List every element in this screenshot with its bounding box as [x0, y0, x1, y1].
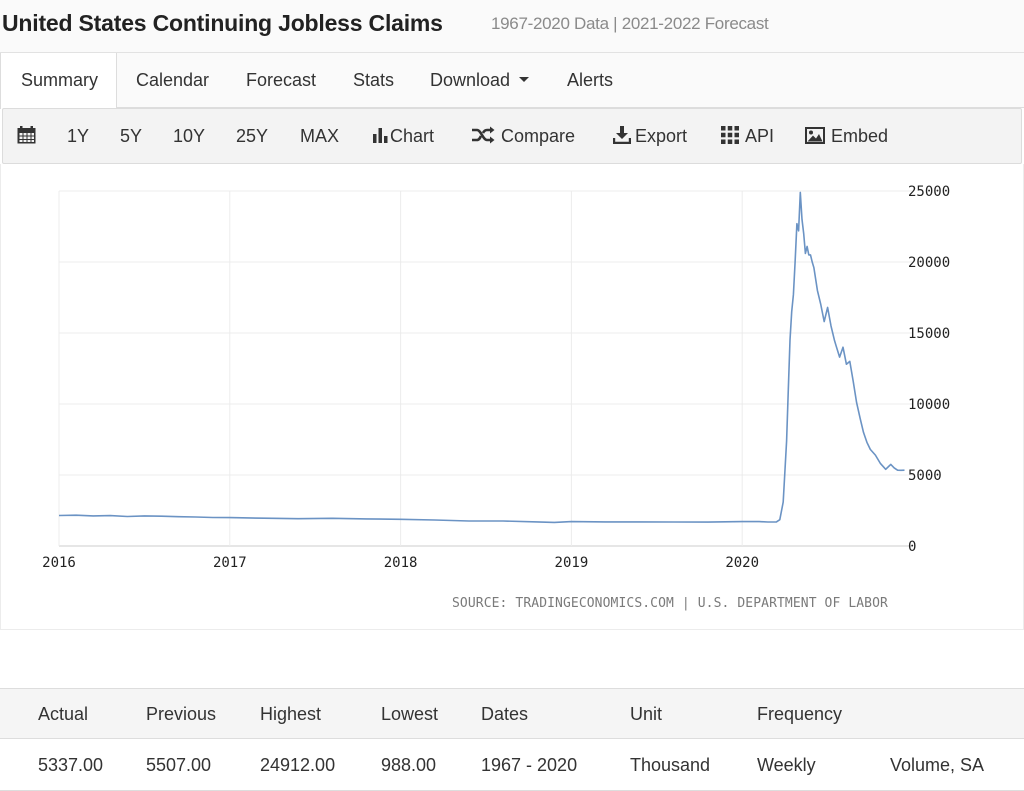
x-tick-label-2017: 2017	[213, 555, 247, 571]
export-button[interactable]: Export	[612, 109, 688, 163]
y-tick-label-25000: 25000	[908, 184, 950, 200]
page-subtitle: 1967-2020 Data | 2021-2022 Forecast	[491, 14, 769, 33]
export-button-label: Export	[635, 126, 688, 146]
stats-value-highest: 24912.00	[260, 755, 336, 775]
stats-header-dates: Dates	[481, 704, 529, 724]
tab-calendar[interactable]: Calendar	[136, 53, 209, 108]
stats-value-unit: Thousand	[630, 755, 711, 775]
range-max-button[interactable]: MAX	[300, 126, 340, 146]
tab-download-label: Download	[430, 70, 511, 90]
y-tick-label-10000: 10000	[908, 397, 950, 413]
api-button[interactable]: API	[721, 109, 774, 163]
grid-icon	[721, 126, 739, 145]
nav-tabs: Summary Calendar Forecast Stats Download…	[0, 52, 1024, 109]
stats-table: Actual Previous Highest Lowest Dates Uni…	[0, 688, 1024, 791]
stats-value-dates: 1967 - 2020	[481, 755, 578, 775]
x-tick-label-2016: 2016	[42, 555, 76, 571]
stats-header-highest: Highest	[260, 704, 322, 724]
compare-button-label: Compare	[501, 126, 576, 146]
compare-button[interactable]: Compare	[471, 109, 575, 163]
x-tick-label-2018: 2018	[384, 555, 418, 571]
stats-header-unit: Unit	[630, 704, 663, 724]
stats-header-row: Actual Previous Highest Lowest Dates Uni…	[0, 689, 1024, 739]
chart-button-label: Chart	[390, 126, 435, 146]
range-1y-button[interactable]: 1Y	[67, 126, 90, 146]
api-button-label: API	[745, 126, 775, 146]
stats-header-previous: Previous	[146, 704, 217, 724]
stats-value-row: 5337.00 5507.00 24912.00 988.00 1967 - 2…	[0, 739, 1024, 791]
y-tick-label-5000: 5000	[908, 468, 942, 484]
download-icon	[612, 126, 632, 145]
range-25y-button[interactable]: 25Y	[236, 126, 269, 146]
stats-value-frequency: Weekly	[757, 755, 816, 775]
page-title: United States Continuing Jobless Claims	[2, 10, 443, 36]
embed-button-label: Embed	[831, 126, 889, 146]
y-tick-label-0: 0	[908, 539, 916, 555]
embed-button[interactable]: Embed	[805, 109, 888, 163]
calendar-button[interactable]	[17, 109, 36, 163]
x-tick-label-2020: 2020	[725, 555, 759, 571]
range-5y-button[interactable]: 5Y	[120, 126, 143, 146]
bar-chart-icon	[373, 128, 388, 144]
series-line-0	[58, 191, 905, 524]
tab-alerts[interactable]: Alerts	[567, 53, 613, 108]
stats-value-actual: 5337.00	[38, 755, 104, 775]
caret-down-icon	[519, 76, 530, 82]
tab-forecast-label: Forecast	[246, 70, 317, 90]
tab-forecast[interactable]: Forecast	[246, 53, 316, 108]
tab-stats[interactable]: Stats	[353, 53, 394, 108]
stats-value-previous: 5507.00	[146, 755, 212, 775]
chart-button[interactable]: Chart	[372, 109, 434, 163]
stats-header-actual: Actual	[38, 704, 89, 724]
page-header: United States Continuing Jobless Claims …	[0, 0, 1024, 52]
x-tick-label-2019: 2019	[555, 555, 589, 571]
stats-value-adjustment: Volume, SA	[890, 755, 985, 775]
tab-download[interactable]: Download	[430, 53, 530, 108]
image-icon	[805, 126, 825, 144]
tab-summary[interactable]: Summary	[0, 53, 117, 109]
tab-alerts-label: Alerts	[567, 70, 614, 90]
tab-calendar-label: Calendar	[136, 70, 210, 90]
shuffle-icon	[472, 126, 495, 144]
y-tick-label-20000: 20000	[908, 255, 950, 271]
chart-panel: 0 5000 10000 15000 20000 25000 2016 2017 2018 201…	[0, 164, 1024, 630]
chart-toolbar: 1Y 5Y 10Y 25Y MAX Chart Compare Export	[2, 108, 1022, 164]
stats-value-lowest: 988.00	[381, 755, 437, 775]
range-10y-button[interactable]: 10Y	[173, 126, 206, 146]
chart-source: SOURCE: TRADINGECONOMICS.COM | U.S. DEPA…	[452, 596, 888, 611]
tab-stats-label: Stats	[353, 70, 395, 90]
y-tick-label-15000: 15000	[908, 326, 950, 342]
stats-header-lowest: Lowest	[381, 704, 439, 724]
stats-header-frequency: Frequency	[757, 704, 843, 724]
calendar-icon	[17, 126, 36, 144]
tab-summary-label: Summary	[21, 70, 99, 90]
jobless-claims-chart: 0 5000 10000 15000 20000 25000 2016 2017 2018 201…	[42, 184, 950, 571]
